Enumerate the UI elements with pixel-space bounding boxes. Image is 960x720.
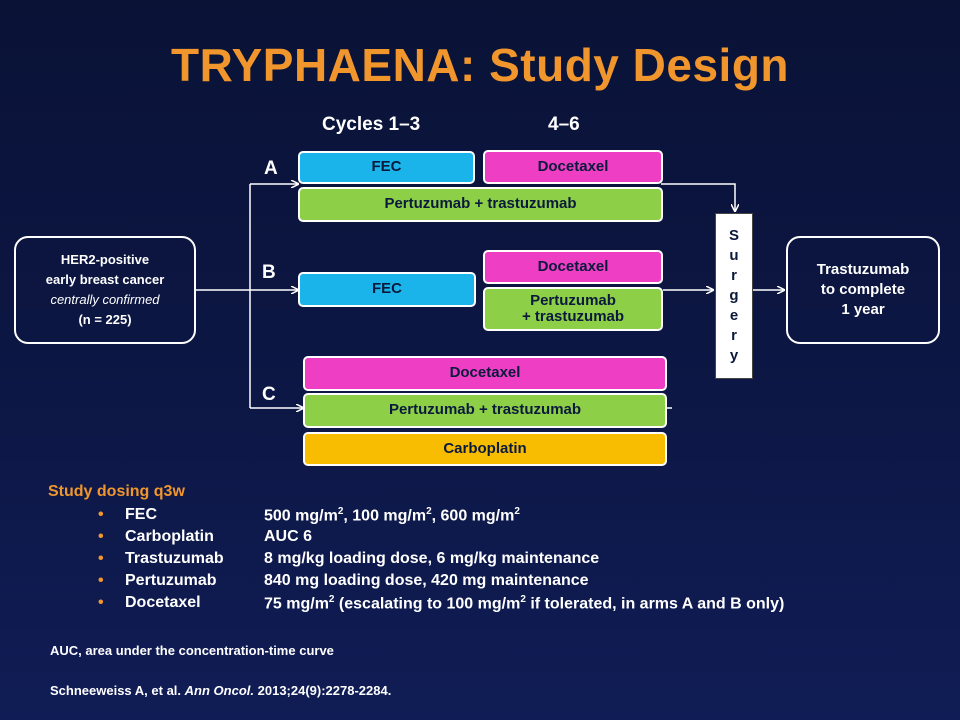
arm-c-docetaxel-box: Docetaxel: [303, 356, 667, 391]
dosing-drug: FEC: [125, 506, 157, 523]
bullet-icon: •: [98, 550, 104, 567]
dosing-value: 8 mg/kg loading dose, 6 mg/kg maintenanc…: [264, 550, 600, 567]
citation-authors: Schneeweiss A, et al.: [50, 683, 182, 698]
arm-c-pertuzumab-trastuzumab-box: Pertuzumab + trastuzumab: [303, 393, 667, 428]
population-line2: early breast cancer: [45, 271, 165, 287]
surgery-letter: u: [729, 247, 739, 264]
population-line1: HER2-positive: [60, 251, 150, 267]
bullet-icon: •: [98, 572, 104, 589]
citation: Schneeweiss A, et al. Ann Oncol. 2013;24…: [50, 683, 391, 698]
surgery-letter: g: [729, 287, 739, 304]
bullet-icon: •: [98, 594, 104, 611]
surgery-letter: y: [729, 347, 739, 364]
followup-line1: Trastuzumab: [816, 260, 910, 278]
dosing-value: 75 mg/m2 (escalating to 100 mg/m2 if tol…: [264, 594, 785, 613]
arm-c-label: C: [262, 384, 276, 405]
bullet-icon: •: [98, 528, 104, 545]
dosing-value: 500 mg/m2, 100 mg/m2, 600 mg/m2: [264, 506, 520, 525]
dosing-value: 840 mg loading dose, 420 mg maintenance: [264, 572, 589, 589]
arm-a-label: A: [264, 158, 278, 179]
arm-a-docetaxel-box: Docetaxel: [483, 150, 663, 184]
arm-b-label: B: [262, 262, 276, 283]
cycles-1-3-label: Cycles 1–3: [322, 114, 421, 135]
bullet-icon: •: [98, 506, 104, 523]
arm-a-to-surgery-arrow: [661, 183, 735, 211]
arm-b-pertuzumab-trastuzumab-box: Pertuzumab + trastuzumab: [483, 287, 663, 331]
followup-line2: to complete: [820, 280, 906, 298]
surgery-letter: e: [729, 307, 739, 324]
followup-box: Trastuzumab to complete 1 year: [786, 236, 940, 344]
cycles-4-6-label: 4–6: [548, 114, 580, 135]
surgery-letter: S: [728, 227, 739, 244]
dosing-drug: Docetaxel: [125, 594, 201, 611]
dosing-drug: Pertuzumab: [125, 572, 217, 589]
dosing-heading: Study dosing q3w: [48, 483, 185, 500]
surgery-letter: r: [731, 267, 737, 284]
arm-a-pertuzumab-trastuzumab-box: Pertuzumab + trastuzumab: [298, 187, 663, 222]
followup-line3: 1 year: [841, 301, 885, 319]
dosing-drug: Trastuzumab: [125, 550, 224, 567]
arm-b-fec-box: FEC: [298, 272, 476, 307]
population-line3: centrally confirmed: [50, 292, 160, 307]
arm-b-pertuzumab-line2: + trastuzumab: [521, 308, 625, 325]
slide-title: TRYPHAENA: Study Design: [170, 39, 790, 91]
surgery-box: S u r g e r y: [715, 213, 753, 379]
dosing-value: AUC 6: [264, 528, 313, 545]
arm-c-carboplatin-box: Carboplatin: [303, 432, 667, 466]
surgery-letter: r: [731, 327, 737, 344]
population-box: HER2-positive early breast cancer centra…: [14, 236, 196, 344]
arm-a-fec-box: FEC: [298, 151, 475, 184]
footnote: AUC, area under the concentration-time c…: [50, 643, 334, 658]
citation-journal: Ann Oncol.: [184, 683, 254, 698]
dosing-drug: Carboplatin: [125, 528, 214, 545]
citation-details: 2013;24(9):2278-2284.: [257, 683, 392, 698]
arm-b-docetaxel-box: Docetaxel: [483, 250, 663, 284]
population-line4: (n = 225): [78, 312, 132, 328]
arm-b-pertuzumab-line1: Pertuzumab: [530, 291, 616, 309]
